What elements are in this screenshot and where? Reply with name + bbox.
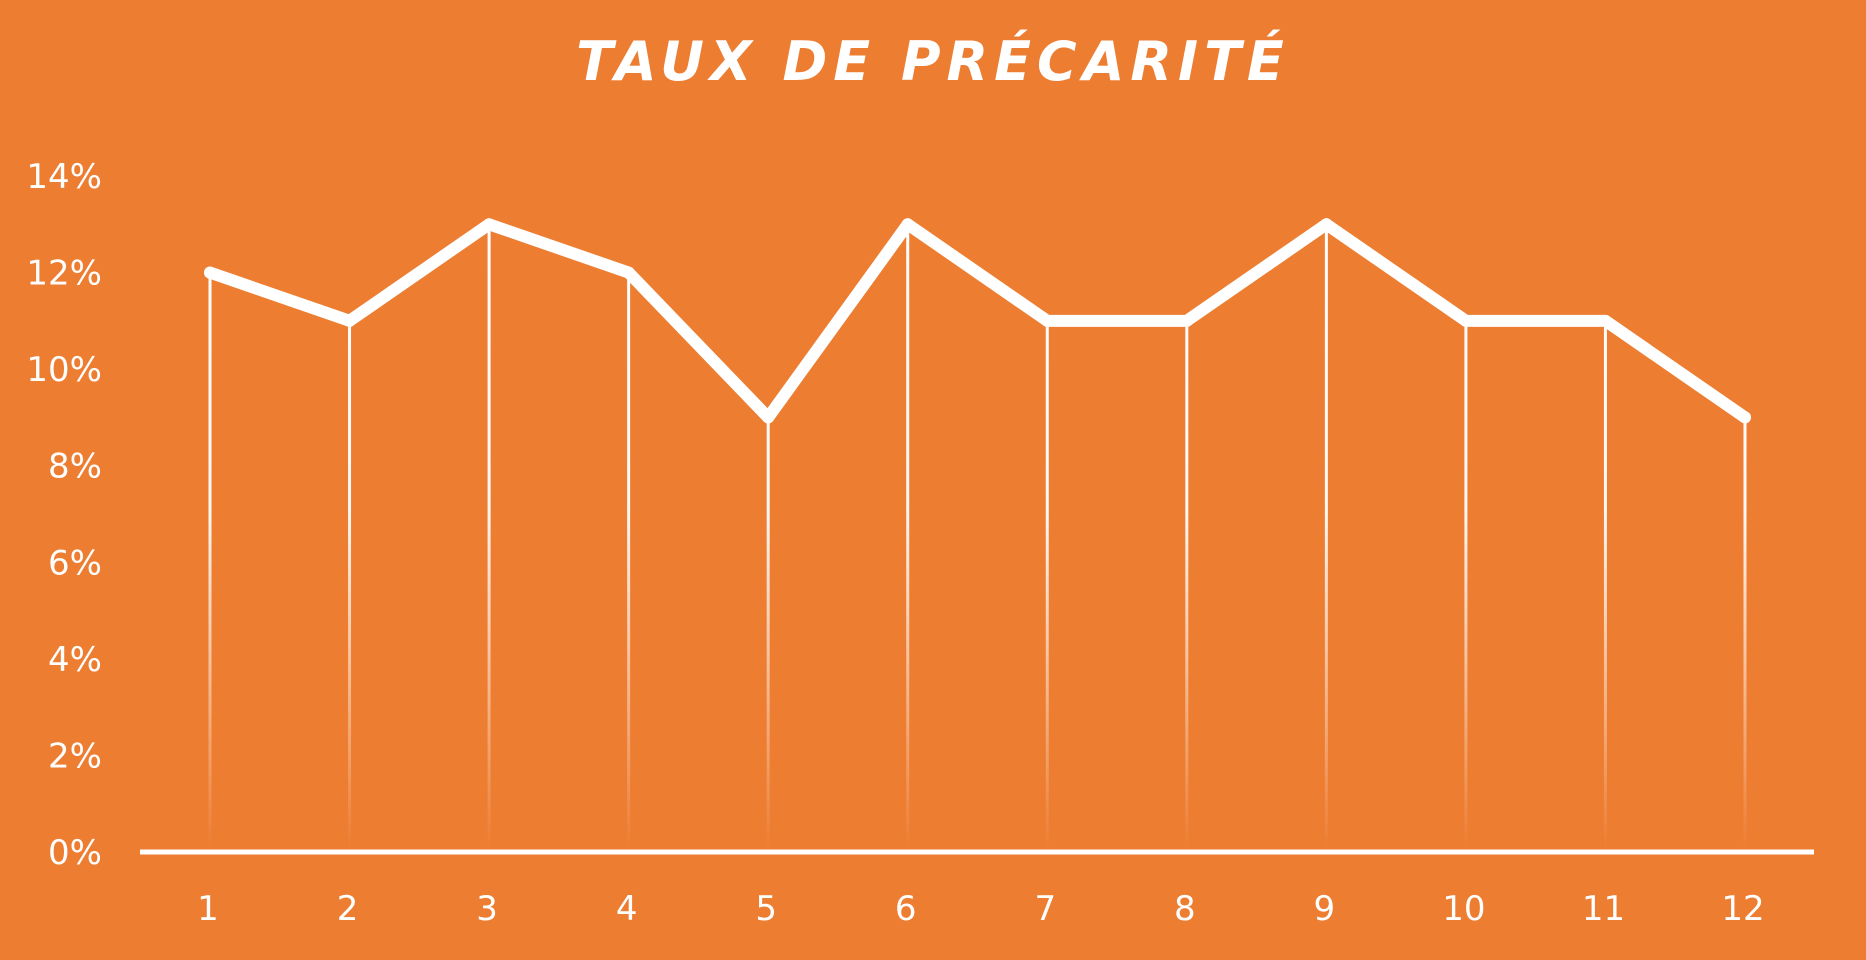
x-axis-tick-labels: 1 2 3 4 5 6 7 8 9 10 11 12: [197, 889, 1764, 929]
chart-title: TAUX DE PRÉCARITÉ: [576, 30, 1290, 93]
data-point: [483, 218, 496, 231]
data-point: [1180, 314, 1193, 327]
x-tick-label: 7: [1034, 889, 1056, 929]
data-point: [343, 314, 356, 327]
data-point: [1320, 218, 1333, 231]
data-point: [622, 266, 635, 279]
y-tick-label: 4%: [48, 640, 102, 680]
x-tick-label: 8: [1174, 889, 1196, 929]
x-tick-label: 5: [755, 889, 777, 929]
y-tick-label: 14%: [26, 157, 102, 197]
data-points: [204, 218, 1751, 424]
x-tick-label: 12: [1721, 889, 1764, 929]
y-axis-tick-labels: 0% 2% 4% 6% 8% 10% 12% 14%: [26, 157, 102, 873]
data-point: [762, 411, 775, 424]
y-tick-label: 12%: [26, 254, 102, 294]
data-point: [1041, 314, 1054, 327]
data-point: [204, 266, 216, 279]
data-point: [1739, 411, 1751, 424]
y-tick-label: 0%: [48, 833, 102, 873]
x-tick-label: 4: [616, 889, 638, 929]
y-tick-label: 8%: [48, 447, 102, 487]
data-point: [1459, 314, 1472, 327]
data-point: [1599, 314, 1612, 327]
data-point: [901, 218, 914, 231]
x-tick-label: 1: [197, 889, 219, 929]
y-tick-label: 6%: [48, 543, 102, 583]
y-tick-label: 10%: [26, 350, 102, 390]
series-line: [204, 218, 1751, 424]
drop-lines: [208, 224, 1747, 852]
x-tick-label: 2: [337, 889, 359, 929]
x-tick-label: 6: [895, 889, 917, 929]
x-tick-label: 3: [476, 889, 498, 929]
x-tick-label: 11: [1582, 889, 1625, 929]
x-tick-label: 9: [1314, 889, 1336, 929]
y-tick-label: 2%: [48, 736, 102, 776]
x-tick-label: 10: [1442, 889, 1485, 929]
